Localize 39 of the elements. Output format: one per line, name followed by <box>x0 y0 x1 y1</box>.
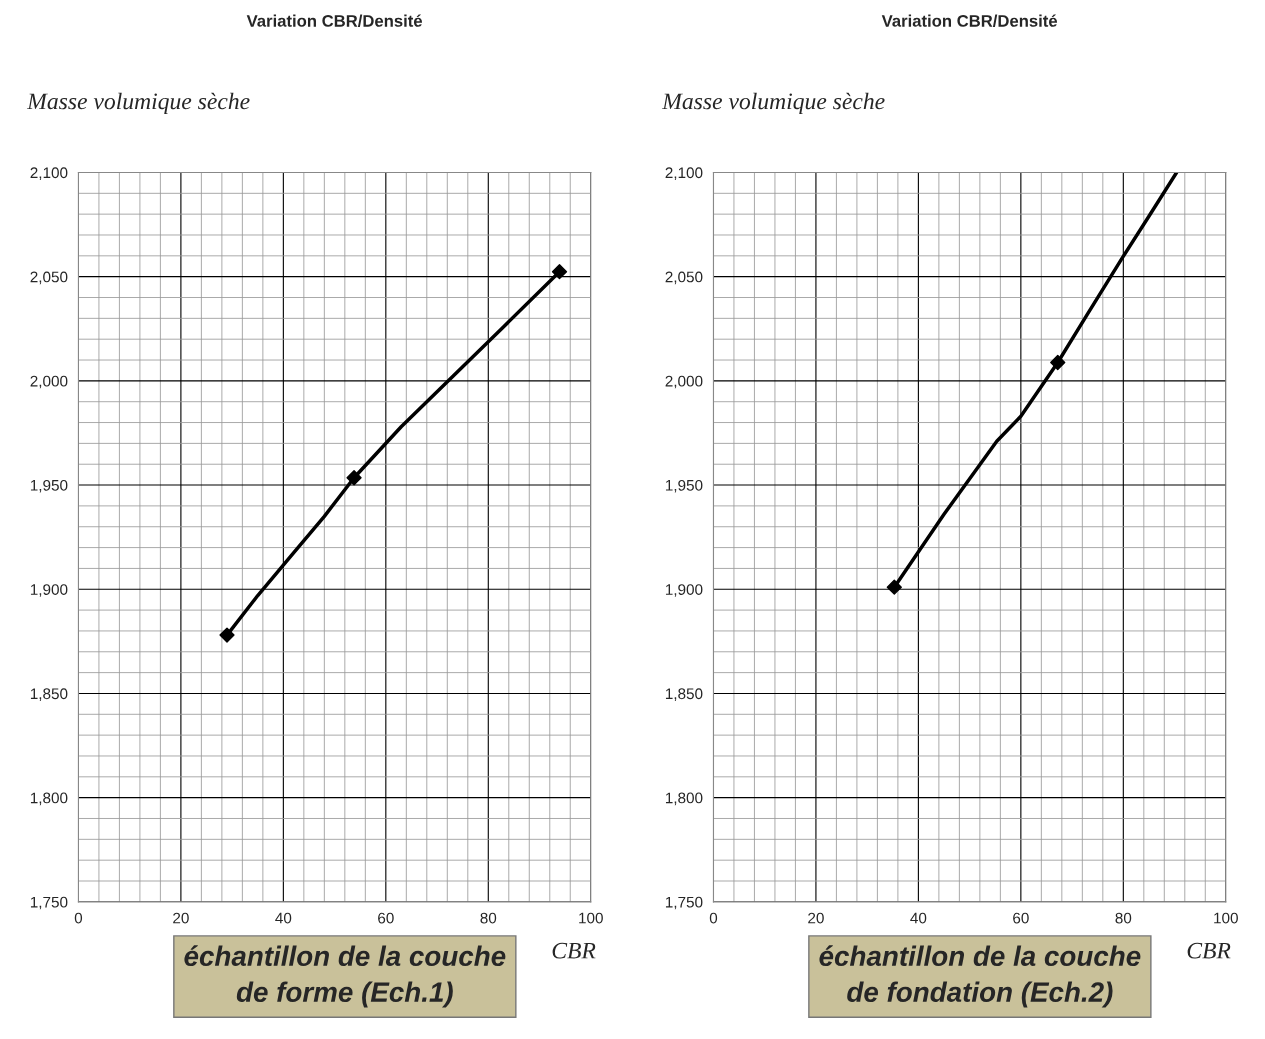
y-tick-label: 1,900 <box>30 584 68 597</box>
y-tick-label: 2,000 <box>30 375 68 389</box>
y-tick-label: 1,750 <box>30 896 68 910</box>
y-tick-label: 1,800 <box>665 792 703 806</box>
y-tick-label: 2,050 <box>30 271 68 285</box>
y-tick-label: 2,050 <box>665 271 703 285</box>
text: échantillon de la couche de fondation (Ech.2) <box>819 945 1141 1008</box>
y-tick-label: 1,800 <box>30 792 68 806</box>
y-tick-label: 2,100 <box>30 167 68 180</box>
text: échantillon de la couche de forme (Ech.1) <box>184 945 506 1008</box>
x-tick-label: 80 <box>480 912 497 924</box>
y-tick-label: 1,900 <box>665 584 703 597</box>
y-axis-title: Masse volumique sèche <box>661 92 885 115</box>
point <box>551 264 568 280</box>
point <box>346 470 362 486</box>
y-tick-label: 1,850 <box>665 688 703 701</box>
y-tick-label: 1,950 <box>30 479 68 493</box>
x-tick-label: 20 <box>808 912 824 924</box>
x-axis-title: CBR <box>552 942 596 959</box>
y-axis-title: Masse volumique sèche <box>26 92 250 115</box>
x-tick-label: 80 <box>1115 912 1132 924</box>
x-tick-label: 40 <box>275 912 292 924</box>
x-tick-label: 20 <box>173 912 189 924</box>
y-tick-label: 1,750 <box>665 896 703 910</box>
x-tick-label: 60 <box>1013 912 1029 924</box>
y-tick-label: 1,850 <box>30 688 68 701</box>
y-tick-label: 1,950 <box>665 479 703 493</box>
x-tick-label: 0 <box>74 912 83 924</box>
chart-title: Variation CBR/Densité <box>246 14 423 27</box>
x-axis-title: CBR <box>1187 942 1231 959</box>
x-tick-label: 100 <box>1214 912 1238 924</box>
x-tick-label: 60 <box>378 912 394 924</box>
x-tick-label: 0 <box>709 912 718 924</box>
x-tick-label: 40 <box>910 912 927 924</box>
x-tick-label: 100 <box>579 912 603 924</box>
y-tick-label: 2,000 <box>665 375 703 389</box>
chart-title: Variation CBR/Densité <box>881 14 1058 27</box>
y-tick-label: 2,100 <box>665 167 703 180</box>
point <box>219 627 235 643</box>
